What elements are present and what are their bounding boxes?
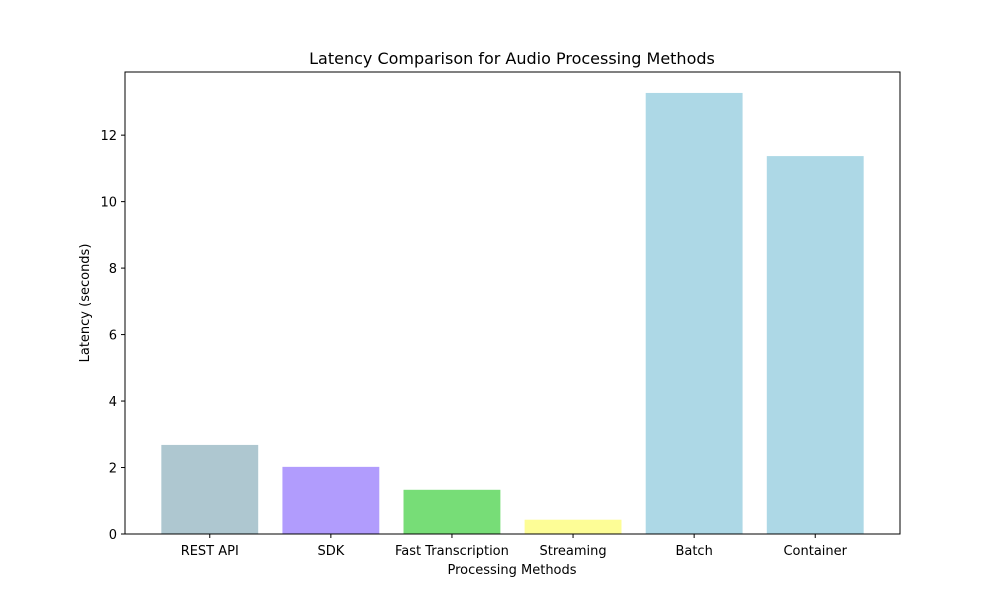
y-tick-label: 0 [109, 528, 117, 543]
bar-batch [645, 92, 743, 534]
y-tick-label: 8 [109, 262, 117, 277]
y-axis: 0 2 4 6 8 10 12 [100, 129, 125, 543]
y-tick-label: 2 [109, 462, 117, 477]
y-tick-label: 4 [109, 395, 117, 410]
y-tick-label: 6 [109, 329, 117, 344]
x-tick-label: REST API [181, 544, 239, 559]
bars-layer [161, 92, 864, 535]
chart-title: Latency Comparison for Audio Processing … [309, 49, 715, 68]
x-tick-label: Batch [675, 544, 712, 559]
bar-rest-api [161, 444, 259, 534]
y-tick-label: 12 [100, 129, 117, 144]
bar-streaming [524, 519, 622, 534]
y-axis-title: Latency (seconds) [78, 244, 93, 363]
x-tick-label: SDK [317, 544, 344, 559]
plot-frame [124, 71, 901, 535]
x-tick-label: Container [783, 544, 847, 559]
x-axis: REST API SDK Fast Transcription Streaming Ba… [181, 534, 848, 559]
x-axis-title: Processing Methods [447, 563, 576, 578]
bar-container [766, 156, 864, 535]
x-tick-label: Streaming [539, 544, 606, 559]
bar-sdk [282, 466, 380, 534]
x-tick-label: Fast Transcription [395, 544, 509, 559]
bar-fast-transcription [403, 489, 501, 534]
y-tick-label: 10 [100, 196, 117, 211]
